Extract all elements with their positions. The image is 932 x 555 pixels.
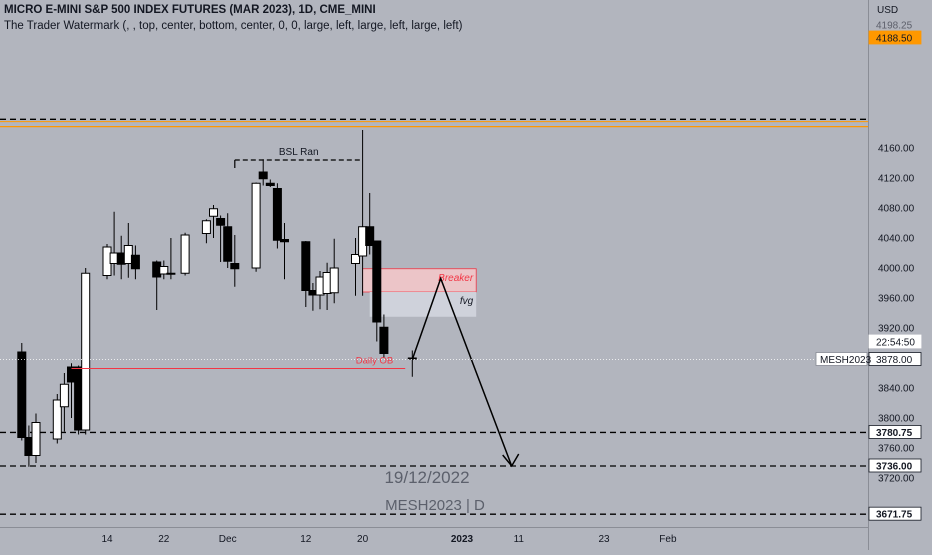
y-tick-label: 4040.00 xyxy=(878,234,915,245)
bull-candle[interactable] xyxy=(251,182,261,269)
chart-title: MICRO E-MINI S&P 500 INDEX FUTURES (MAR … xyxy=(4,4,376,16)
y-tick-label: 4000.00 xyxy=(878,264,915,275)
bull-candle[interactable] xyxy=(201,220,211,234)
bull-candle[interactable] xyxy=(123,245,133,264)
bear-candle[interactable] xyxy=(280,239,289,243)
bear-candle[interactable] xyxy=(17,351,27,438)
watermark-symbol: MESH2023 | D xyxy=(385,497,485,514)
price-label-text: 22:54:50 xyxy=(876,338,915,349)
bull-candle[interactable] xyxy=(52,399,62,440)
x-tick-label: 14 xyxy=(101,534,113,545)
price-label-text: 3736.00 xyxy=(876,462,913,473)
price-label-box xyxy=(868,30,922,45)
x-tick-label: 20 xyxy=(357,534,369,545)
y-tick-label: 3760.00 xyxy=(878,444,915,455)
bear-candle[interactable] xyxy=(301,241,311,291)
currency-label: USD xyxy=(877,5,898,16)
price-label-text: 4198.25 xyxy=(876,21,913,32)
bull-candle[interactable] xyxy=(180,234,190,274)
bull-candle[interactable] xyxy=(81,272,91,431)
bear-candle[interactable] xyxy=(365,226,375,246)
y-tick-label: 3720.00 xyxy=(878,474,915,485)
bear-candle[interactable] xyxy=(216,218,226,226)
symbol-label-box xyxy=(815,352,868,366)
y-tick-label: 3960.00 xyxy=(878,294,915,305)
price-label-box xyxy=(868,334,922,349)
bsl-ran-label: BSL Ran xyxy=(279,147,319,158)
price-label-box xyxy=(868,425,922,439)
watermark-date: 19/12/2022 xyxy=(384,468,469,487)
x-tick-label: 11 xyxy=(514,534,525,545)
breaker-zone-label: Breaker xyxy=(438,273,474,284)
price-label-text: 4188.50 xyxy=(876,34,913,45)
bull-candle[interactable] xyxy=(209,208,218,217)
bull-candle[interactable] xyxy=(59,383,69,408)
bull-candle[interactable] xyxy=(159,266,169,275)
symbol-label-text: MESH2023 xyxy=(820,355,872,366)
projection-path[interactable] xyxy=(411,276,513,467)
bear-candle[interactable] xyxy=(372,240,382,323)
x-tick-label: 23 xyxy=(598,534,610,545)
bear-candle[interactable] xyxy=(130,254,140,270)
price-label-box xyxy=(868,506,922,521)
bear-candle[interactable] xyxy=(272,188,282,241)
projection-arrowhead xyxy=(502,453,520,468)
y-tick-label: 3840.00 xyxy=(878,384,915,395)
price-label-text: 3671.75 xyxy=(876,510,913,521)
y-tick-label: 3800.00 xyxy=(878,414,915,425)
bear-candle[interactable] xyxy=(230,263,240,270)
bear-candle[interactable] xyxy=(258,171,268,180)
bull-candle[interactable] xyxy=(31,422,41,456)
price-label-box xyxy=(868,458,922,473)
bull-candle[interactable] xyxy=(351,254,360,264)
fvg-zone-label: fvg xyxy=(460,296,474,307)
price-label-box xyxy=(868,352,922,366)
y-tick-label: 4080.00 xyxy=(878,204,915,215)
daily-ob-label: Daily OB xyxy=(356,356,393,367)
y-tick-label: 4120.00 xyxy=(878,174,915,185)
bear-candle[interactable] xyxy=(265,182,275,186)
y-tick-label: 4160.00 xyxy=(878,144,915,155)
x-tick-label: Dec xyxy=(219,534,237,545)
price-label-text: 3780.75 xyxy=(876,428,913,439)
x-tick-label: 12 xyxy=(300,534,312,545)
bear-candle[interactable] xyxy=(379,326,389,354)
x-tick-label: 2023 xyxy=(451,534,474,545)
indicator-legend[interactable]: The Trader Watermark (, , top, center, b… xyxy=(4,20,463,32)
bull-candle[interactable] xyxy=(329,267,339,294)
fvg-zone[interactable] xyxy=(369,292,477,317)
price-label-text: 3878.00 xyxy=(876,355,913,366)
bull-candle[interactable] xyxy=(166,272,176,275)
y-tick-label: 3920.00 xyxy=(878,324,915,335)
x-tick-label: Feb xyxy=(659,534,677,545)
bear-candle[interactable] xyxy=(223,226,233,262)
x-tick-label: 22 xyxy=(158,534,170,545)
